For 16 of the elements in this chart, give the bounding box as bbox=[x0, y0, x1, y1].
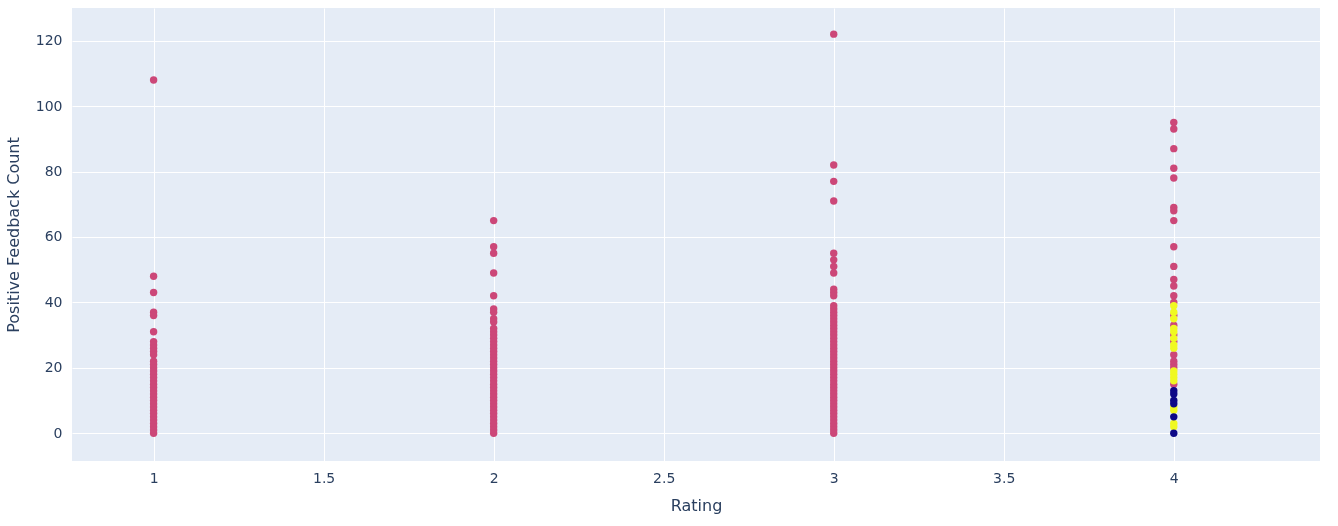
x-tick-label: 3.5 bbox=[993, 469, 1016, 486]
y-tick-label: 60 bbox=[44, 228, 63, 245]
x-axis-title: Rating bbox=[670, 495, 723, 515]
y-tick-label: 20 bbox=[44, 359, 63, 376]
x-tick-label: 4 bbox=[1169, 469, 1179, 486]
x-tick-label: 2 bbox=[489, 469, 499, 486]
y-tick-label: 80 bbox=[44, 163, 63, 180]
y-tick-label: 100 bbox=[35, 97, 63, 114]
x-tick-label: 1 bbox=[149, 469, 159, 486]
y-tick-label: 120 bbox=[35, 32, 63, 49]
y-tick-label: 40 bbox=[44, 293, 63, 310]
x-tick-label: 2.5 bbox=[653, 469, 676, 486]
y-tick-label: 0 bbox=[53, 424, 63, 441]
x-tick-label: 3 bbox=[829, 469, 839, 486]
y-axis-title: Positive Feedback Count bbox=[3, 137, 23, 333]
x-tick-label: 1.5 bbox=[313, 469, 336, 486]
